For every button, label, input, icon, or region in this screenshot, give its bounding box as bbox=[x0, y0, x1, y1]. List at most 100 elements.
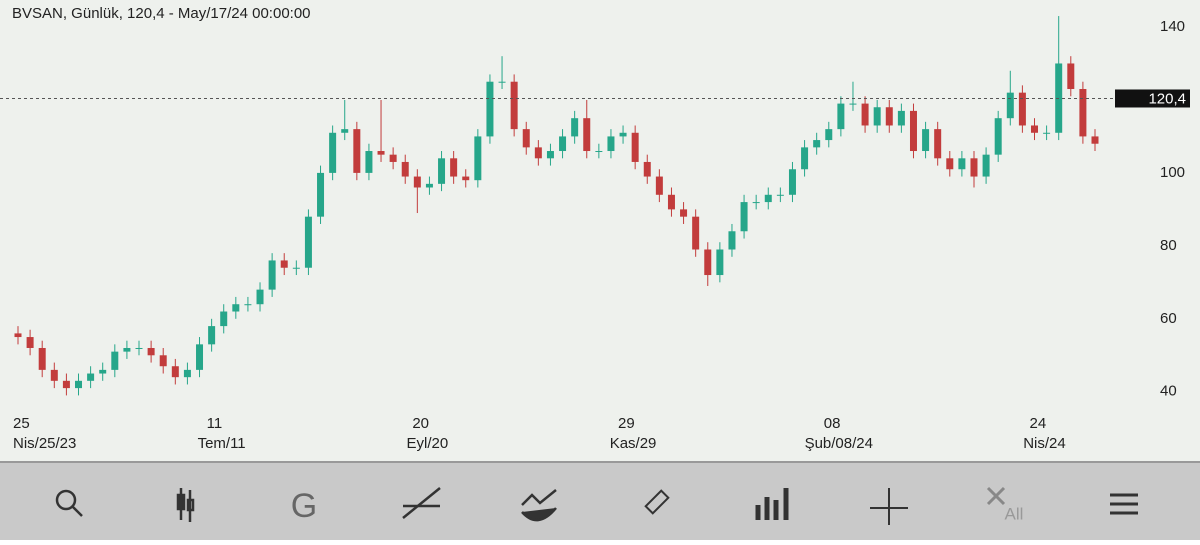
candle-body bbox=[292, 267, 300, 269]
x-tick-sublabel: Nis/24 bbox=[1023, 435, 1066, 452]
candle-body bbox=[740, 202, 748, 232]
candle-body bbox=[1030, 125, 1038, 133]
candle-body bbox=[909, 110, 917, 152]
candle-body bbox=[244, 304, 252, 306]
candle-body bbox=[26, 337, 34, 348]
candle-body bbox=[728, 231, 736, 250]
candle-body bbox=[825, 129, 833, 141]
candle-body bbox=[462, 176, 470, 181]
y-tick-label: 60 bbox=[1160, 310, 1177, 327]
candle-body bbox=[607, 136, 615, 152]
candle-body bbox=[123, 347, 131, 352]
candle-body bbox=[631, 132, 639, 162]
candle-body bbox=[1079, 89, 1087, 137]
candle-body bbox=[425, 183, 433, 188]
clear-icon[interactable] bbox=[986, 486, 1006, 506]
candle-body bbox=[232, 304, 240, 312]
ruler-icon[interactable] bbox=[644, 489, 670, 515]
candle-body bbox=[595, 151, 603, 153]
candle-body bbox=[304, 216, 312, 268]
candle-body bbox=[1067, 63, 1075, 90]
crosshair-icon[interactable] bbox=[870, 488, 908, 525]
chart-bg bbox=[0, 0, 1200, 462]
x-tick-label: 29 bbox=[618, 415, 635, 432]
candle-body bbox=[159, 355, 167, 367]
candle-body bbox=[438, 158, 446, 184]
price-label-bg bbox=[1115, 89, 1190, 108]
y-tick-label: 80 bbox=[1160, 237, 1177, 254]
candle-body bbox=[75, 380, 83, 389]
candle-body bbox=[365, 151, 373, 173]
candle-body bbox=[196, 344, 204, 370]
candle-body bbox=[982, 154, 990, 177]
candle-body bbox=[50, 369, 58, 381]
candle-body bbox=[788, 169, 796, 195]
candle-body bbox=[1091, 136, 1099, 144]
candle-body bbox=[135, 347, 143, 349]
bars-icon[interactable] bbox=[755, 488, 789, 520]
candle-body bbox=[958, 158, 966, 170]
candle-body bbox=[655, 176, 663, 195]
candle-body bbox=[849, 103, 857, 105]
candle-body bbox=[220, 311, 228, 327]
candle-body bbox=[171, 366, 179, 378]
all-button[interactable]: All bbox=[1005, 504, 1024, 523]
chart-title: BVSAN, Günlük, 120,4 - May/17/24 00:00:0… bbox=[12, 5, 311, 22]
g-button[interactable]: G bbox=[291, 487, 317, 525]
x-tick-label: 08 bbox=[824, 415, 841, 432]
candle-body bbox=[1018, 92, 1026, 126]
candle-body bbox=[341, 129, 349, 133]
candle-body bbox=[111, 351, 119, 370]
x-tick-sublabel: Eyl/20 bbox=[406, 435, 448, 452]
candle-icon[interactable] bbox=[176, 488, 195, 522]
candle-body bbox=[801, 147, 809, 170]
candle-body bbox=[970, 158, 978, 177]
candle-body bbox=[873, 107, 881, 126]
candle-body bbox=[934, 129, 942, 159]
candle-body bbox=[704, 249, 712, 276]
search-icon[interactable] bbox=[55, 489, 83, 517]
candle-body bbox=[559, 136, 567, 152]
menu-icon[interactable] bbox=[1110, 493, 1138, 515]
candle-body bbox=[692, 216, 700, 250]
candle-body bbox=[329, 132, 337, 173]
candle-body bbox=[474, 136, 482, 181]
candle-body bbox=[571, 118, 579, 137]
x-tick-sublabel: Nis/25/23 bbox=[13, 435, 76, 452]
candle-body bbox=[1043, 132, 1051, 134]
candle-body bbox=[946, 158, 954, 170]
candle-body bbox=[317, 172, 325, 217]
candle-body bbox=[280, 260, 288, 268]
candle-body bbox=[667, 194, 675, 210]
candle-body bbox=[837, 103, 845, 130]
candle-body bbox=[87, 373, 95, 381]
toolbar-icons bbox=[55, 486, 1138, 525]
candle-body bbox=[885, 107, 893, 126]
candle-body bbox=[752, 202, 760, 204]
candle-body bbox=[62, 380, 70, 389]
x-tick-label: 11 bbox=[207, 415, 223, 432]
candle-body bbox=[268, 260, 276, 290]
x-tick-label: 25 bbox=[13, 415, 30, 432]
y-tick-label: 40 bbox=[1160, 383, 1177, 400]
candle-body bbox=[450, 158, 458, 177]
candle-body bbox=[38, 347, 46, 370]
candle-body bbox=[897, 110, 905, 126]
candle-body bbox=[208, 326, 216, 345]
candle-body bbox=[377, 151, 385, 155]
candle-body bbox=[994, 118, 1002, 155]
candle-body bbox=[183, 369, 191, 378]
candle-body bbox=[389, 154, 397, 162]
indicator-icon[interactable] bbox=[521, 489, 557, 522]
candle-body bbox=[147, 347, 155, 356]
candle-body bbox=[922, 129, 930, 152]
candle-body bbox=[256, 289, 264, 305]
candle-body bbox=[14, 333, 22, 338]
candle-body bbox=[1006, 92, 1014, 119]
x-tick-label: 20 bbox=[412, 415, 429, 432]
trendline-icon[interactable] bbox=[402, 487, 441, 519]
candle-body bbox=[353, 129, 361, 173]
y-tick-label: 100 bbox=[1160, 164, 1185, 181]
y-tick-label: 140 bbox=[1160, 18, 1185, 35]
